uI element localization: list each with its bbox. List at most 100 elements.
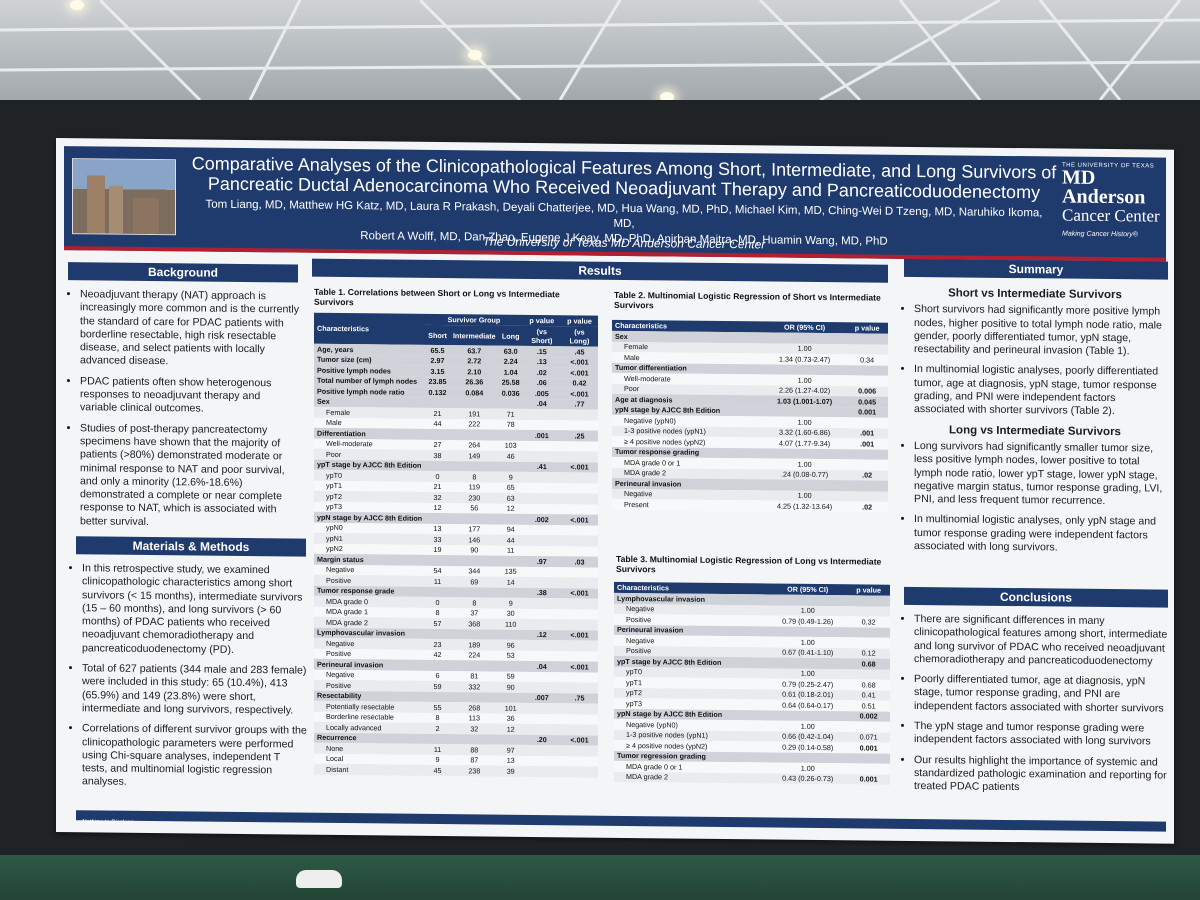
table-cell <box>560 640 598 652</box>
table-cell: Local <box>314 753 426 765</box>
table-cell: <.001 <box>560 388 598 400</box>
table-cell <box>498 398 523 409</box>
table-cell: 0.41 <box>847 689 890 701</box>
methods-bullet: Correlations of different survivor group… <box>82 723 308 792</box>
table-cell <box>522 755 561 767</box>
table-cell: 59 <box>498 671 523 682</box>
table-cell: 189 <box>449 639 499 651</box>
table-cell: Tumor response grade <box>314 585 426 597</box>
table-cell <box>846 375 888 387</box>
column-header: (vs Long) <box>560 326 598 347</box>
table-cell: 2 <box>425 722 450 734</box>
table-cell: <.001 <box>560 587 598 599</box>
table-cell: 0.006 <box>846 385 888 397</box>
table-cell: MDA grade 2 <box>314 616 426 629</box>
table-cell <box>498 513 523 525</box>
table-cell <box>449 555 499 567</box>
table-cell: 0.32 <box>847 616 890 628</box>
long-vs-intermediate-heading: Long vs Intermediate Survivors <box>949 424 1121 438</box>
table-cell <box>522 419 561 431</box>
table-cell <box>522 608 561 620</box>
table-cell: 46 <box>498 450 523 462</box>
campus-photo <box>72 158 176 236</box>
column-header: Long <box>498 325 523 346</box>
table-cell <box>846 459 888 471</box>
table-cell <box>560 682 598 694</box>
table-cell: 177 <box>449 523 499 535</box>
table-cell <box>498 692 523 703</box>
table-cell: .06 <box>522 377 561 389</box>
table-cell <box>522 723 561 735</box>
table-cell: .007 <box>522 692 561 704</box>
table-cell: 8 <box>449 471 499 483</box>
table-cell: <.001 <box>560 661 598 673</box>
table-cell: .001 <box>846 438 888 450</box>
summary-section: Short vs Intermediate Survivors Short su… <box>902 283 1168 563</box>
table-cell <box>560 419 598 431</box>
table-cell: .12 <box>522 629 561 641</box>
table-cell <box>846 480 888 492</box>
table-cell: 55 <box>425 701 450 713</box>
methods-section: In this retrospective study, we examined… <box>70 562 308 798</box>
conclusion-bullet: Our results highlight the importance of … <box>914 754 1168 797</box>
table-cell: 11 <box>425 575 450 587</box>
summary-heading: Summary <box>904 258 1168 280</box>
table-cell: 0 <box>425 596 450 608</box>
table-cell: 268 <box>449 702 499 714</box>
table-cell <box>560 524 598 536</box>
table-cell: 32 <box>425 491 450 503</box>
table-cell: 344 <box>449 565 499 577</box>
table-cell: 14 <box>498 576 523 588</box>
table-cell: 44 <box>498 534 523 546</box>
summary-bullet: Long survivors had significantly smaller… <box>914 440 1168 509</box>
background-section: Neoadjuvant therapy (NAT) approach is in… <box>68 288 300 537</box>
column-header: p value <box>847 584 890 596</box>
table-cell <box>560 598 598 610</box>
table-cell: Male <box>314 417 426 429</box>
table-cell: 11 <box>498 545 523 556</box>
table-cell <box>847 721 890 733</box>
table-cell: 26.36 <box>449 376 499 388</box>
table-cell: Distant <box>314 763 426 776</box>
table-cell: 11 <box>425 743 450 755</box>
table-cell: 230 <box>449 492 499 504</box>
table-cell <box>522 650 561 662</box>
table-cell: .15 <box>522 345 561 357</box>
table-cell <box>449 513 499 525</box>
table-cell: 21 <box>425 481 450 493</box>
table-cell: 21 <box>425 407 450 419</box>
table-cell <box>846 364 888 376</box>
table2: Characteristics OR (95% CI) p value Sex Fema… <box>612 319 888 513</box>
table-cell: 81 <box>449 670 499 682</box>
table-cell: MDA grade 2 <box>614 771 769 784</box>
table-cell <box>498 461 523 472</box>
table1-caption: Table 1. Correlations between Short or L… <box>314 286 560 308</box>
disclosure-note: Nothing to Disclose <box>82 819 134 826</box>
background-list: Neoadjuvant therapy (NAT) approach is in… <box>68 288 300 530</box>
table-cell: 44 <box>425 418 450 430</box>
table-cell <box>522 597 561 609</box>
table-cell: Locally advanced <box>314 721 426 734</box>
table-cell: <.001 <box>560 461 598 473</box>
table-cell <box>498 629 523 640</box>
table-cell: 0.66 (0.42-1.04) <box>768 730 848 743</box>
table-cell <box>560 745 598 757</box>
table-cell: 0.001 <box>846 406 888 418</box>
table-cell: ypN2 <box>314 543 426 555</box>
table-cell: 39 <box>498 765 523 777</box>
table-cell: 0.036 <box>498 387 523 399</box>
summary-bullet: Short survivors had significantly more p… <box>914 303 1168 359</box>
table-cell: 36 <box>498 713 523 724</box>
table-cell <box>846 343 888 355</box>
table-cell <box>847 637 890 649</box>
table-cell: .13 <box>522 356 561 368</box>
methods-bullet: In this retrospective study, we examined… <box>82 562 308 657</box>
table-cell: 90 <box>449 544 499 556</box>
long-summary-list: Long survivors had significantly smaller… <box>902 440 1168 556</box>
table-cell: .03 <box>560 556 598 568</box>
table-cell <box>498 555 523 567</box>
table-cell <box>522 408 561 420</box>
table-cell <box>522 639 561 651</box>
conclusion-bullet: There are significant differences in man… <box>914 613 1168 669</box>
column-header: p value <box>560 315 598 327</box>
